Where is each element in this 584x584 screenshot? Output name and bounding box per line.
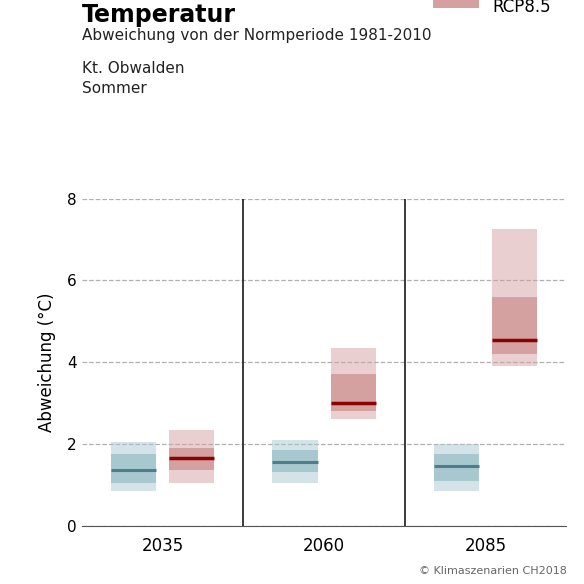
Bar bbox=[331, 411, 376, 419]
Bar bbox=[434, 481, 479, 491]
Bar bbox=[111, 442, 156, 454]
Bar bbox=[111, 482, 156, 491]
Text: Temperatur: Temperatur bbox=[82, 3, 236, 27]
Text: © Klimaszenarien CH2018: © Klimaszenarien CH2018 bbox=[419, 566, 566, 576]
Bar bbox=[492, 230, 537, 297]
Text: Abweichung von der Normperiode 1981-2010: Abweichung von der Normperiode 1981-2010 bbox=[82, 28, 431, 43]
Text: Sommer: Sommer bbox=[82, 81, 147, 96]
Bar bbox=[492, 297, 537, 354]
Legend: RCP2.6, RCP8.5: RCP2.6, RCP8.5 bbox=[426, 0, 558, 23]
Bar bbox=[272, 440, 318, 450]
Bar bbox=[169, 430, 214, 448]
Bar bbox=[169, 448, 214, 471]
Y-axis label: Abweichung (°C): Abweichung (°C) bbox=[38, 293, 56, 432]
Bar bbox=[434, 454, 479, 481]
Bar bbox=[331, 374, 376, 411]
Bar bbox=[111, 454, 156, 482]
Bar bbox=[492, 354, 537, 366]
Text: Kt. Obwalden: Kt. Obwalden bbox=[82, 61, 185, 77]
Bar bbox=[272, 472, 318, 482]
Bar bbox=[331, 348, 376, 374]
Bar bbox=[169, 471, 214, 482]
Bar bbox=[272, 450, 318, 472]
Bar bbox=[434, 444, 479, 454]
